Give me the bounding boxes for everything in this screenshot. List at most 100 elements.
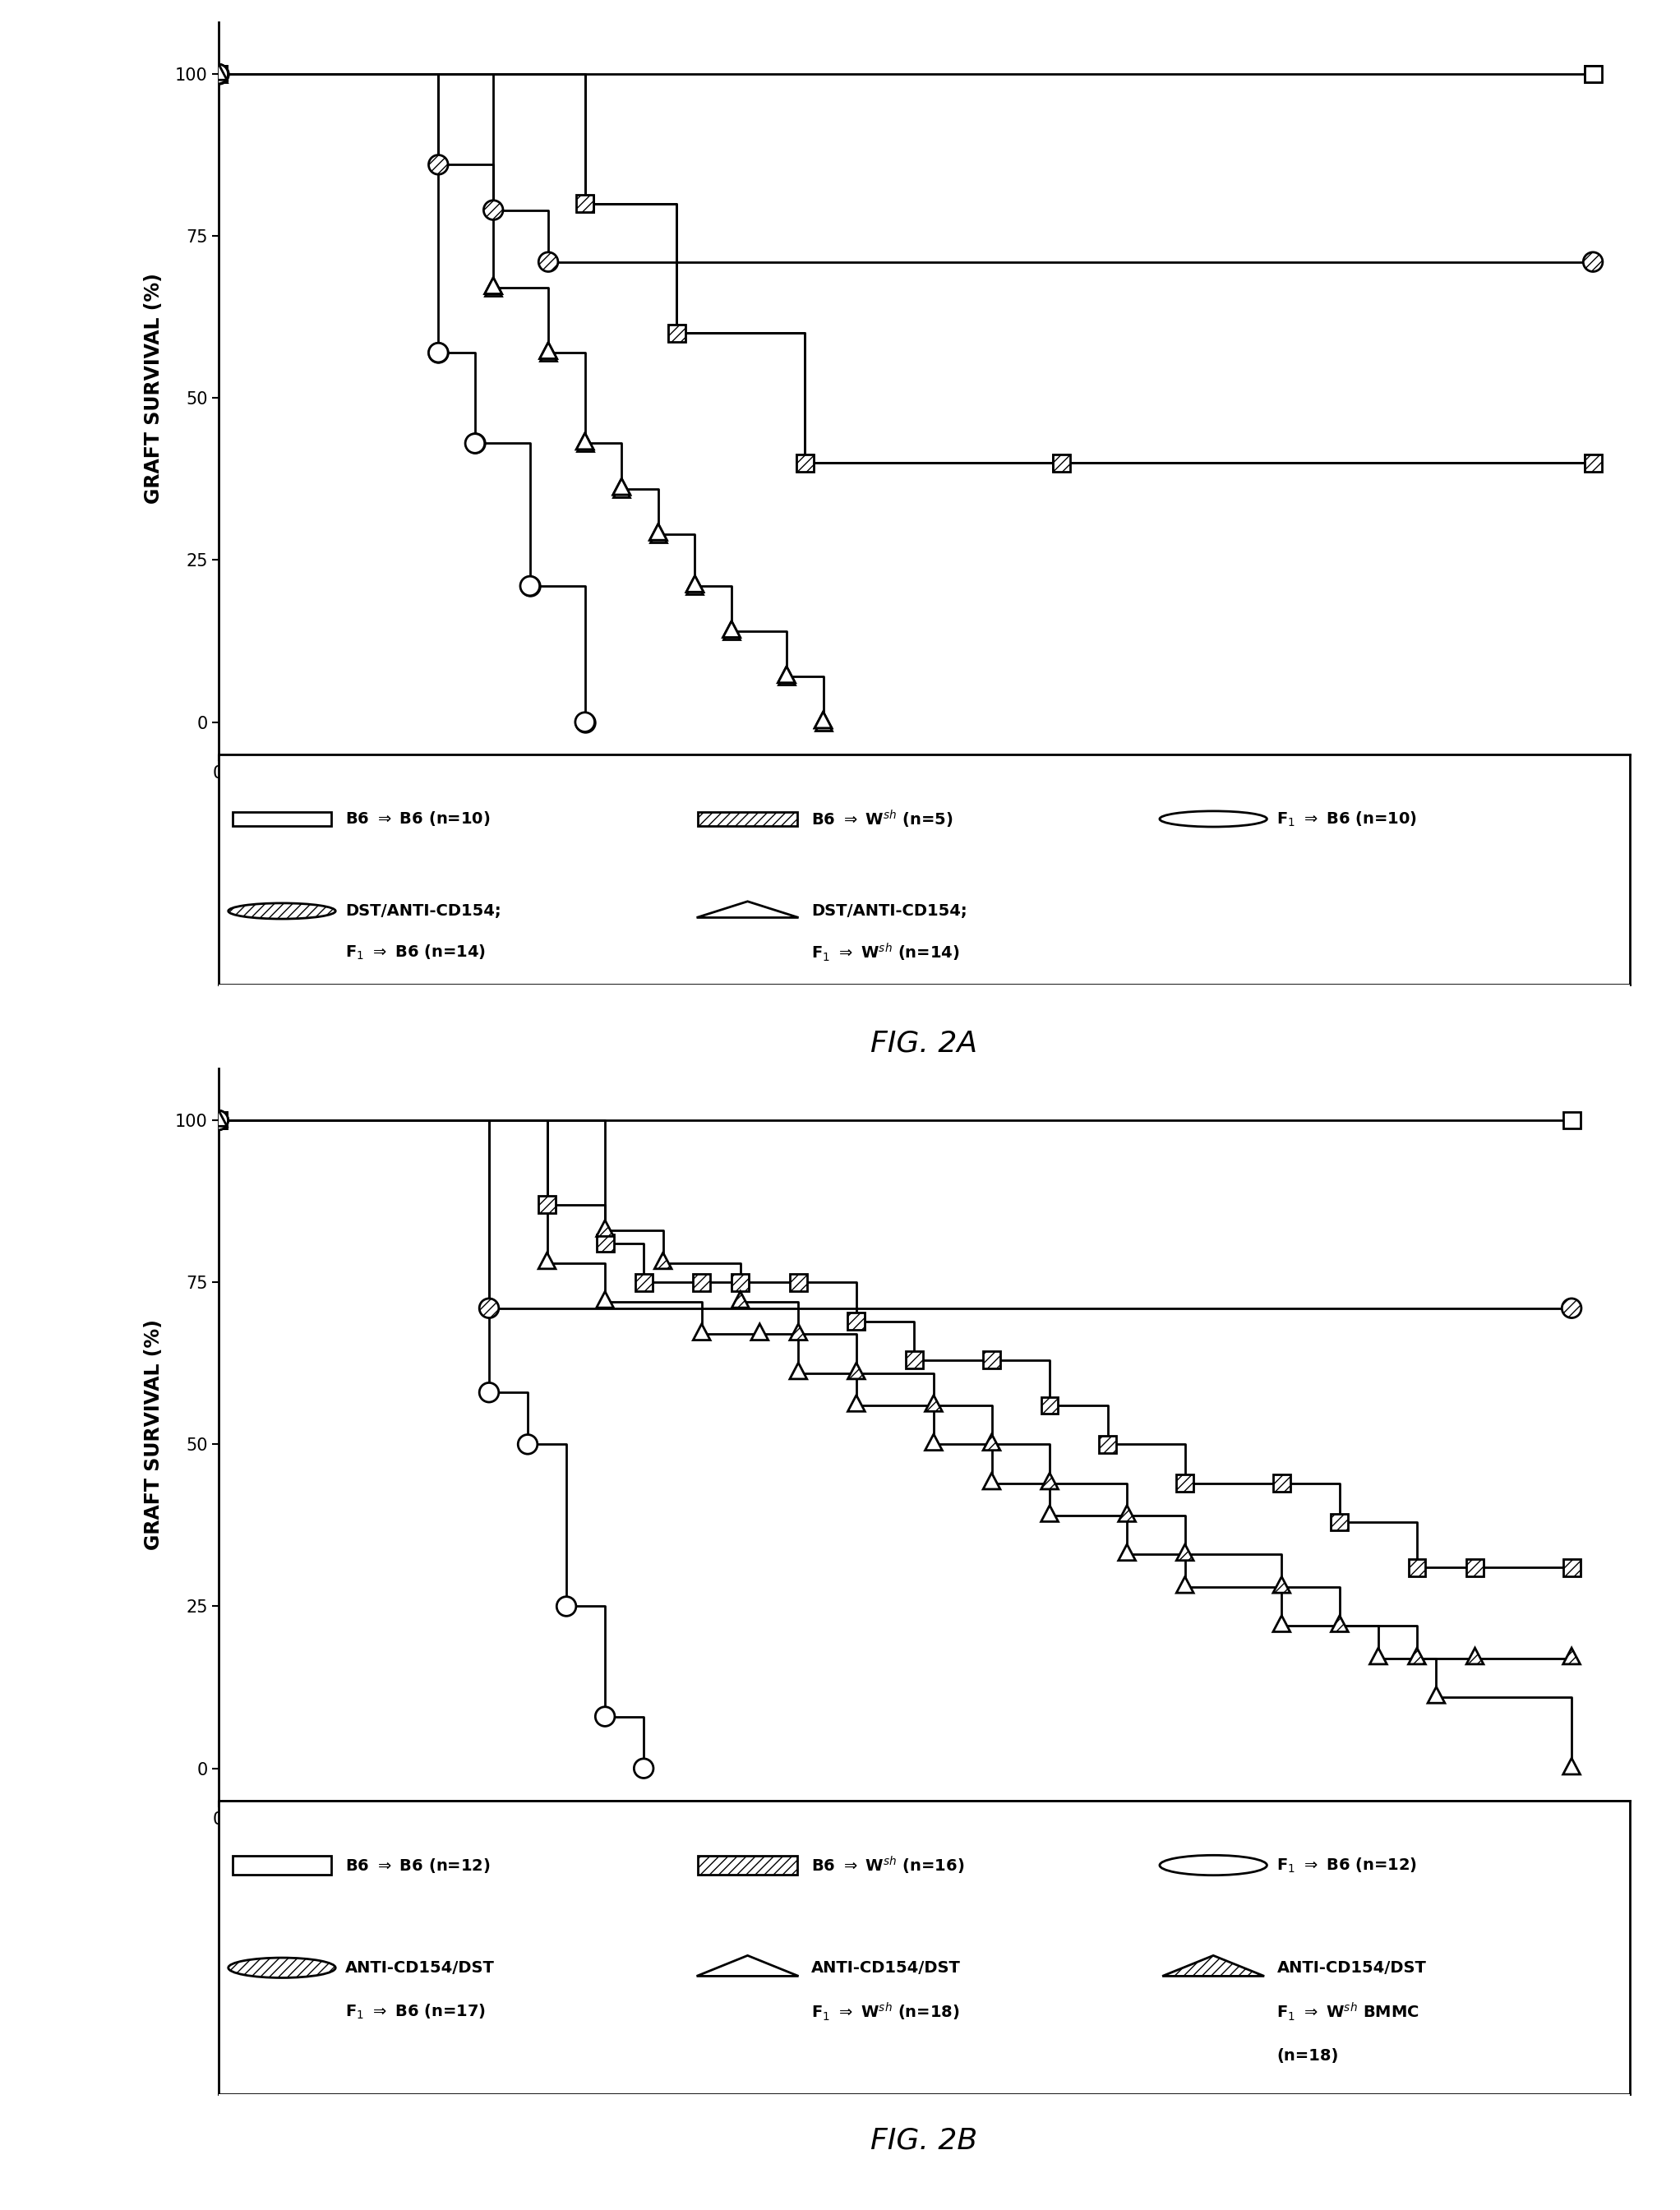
Polygon shape [1163,1956,1265,1976]
Text: F$_1$ $\Rightarrow$ B6 (n=14): F$_1$ $\Rightarrow$ B6 (n=14) [346,944,486,961]
FancyBboxPatch shape [596,1235,613,1251]
FancyBboxPatch shape [210,1112,227,1129]
Polygon shape [210,1109,227,1127]
Polygon shape [697,1956,798,1976]
FancyBboxPatch shape [1176,1474,1193,1492]
Ellipse shape [479,1383,499,1401]
Polygon shape [1119,1545,1136,1560]
Text: F$_1$ $\Rightarrow$ W$^{sh}$ BMMC: F$_1$ $\Rightarrow$ W$^{sh}$ BMMC [1277,2000,1420,2022]
Text: B6 $\Rightarrow$ B6 (n=10): B6 $\Rightarrow$ B6 (n=10) [346,809,491,829]
Text: DST/ANTI-CD154;: DST/ANTI-CD154; [346,904,501,919]
Polygon shape [1119,1505,1136,1523]
Polygon shape [697,902,798,917]
FancyBboxPatch shape [1562,1112,1581,1129]
FancyBboxPatch shape [1584,66,1601,82]
Text: DST/ANTI-CD154;: DST/ANTI-CD154; [811,904,968,919]
Polygon shape [613,480,630,495]
Polygon shape [732,1291,749,1308]
FancyBboxPatch shape [1273,1474,1290,1492]
Text: F$_1$ $\Rightarrow$ B6 (n=17): F$_1$ $\Rightarrow$ B6 (n=17) [346,2002,486,2020]
FancyBboxPatch shape [232,1856,331,1874]
Polygon shape [815,712,832,727]
Text: F$_1$ $\Rightarrow$ B6 (n=10): F$_1$ $\Rightarrow$ B6 (n=10) [1277,809,1418,829]
Polygon shape [751,1324,768,1339]
FancyBboxPatch shape [1584,455,1601,471]
Polygon shape [486,278,502,294]
Text: F$_1$ $\Rightarrow$ B6 (n=12): F$_1$ $\Rightarrow$ B6 (n=12) [1277,1856,1418,1874]
Text: (n=18): (n=18) [1277,2049,1339,2064]
FancyBboxPatch shape [1331,1514,1347,1532]
Polygon shape [576,433,593,449]
Polygon shape [650,524,667,539]
Polygon shape [926,1434,942,1450]
Polygon shape [778,667,795,683]
Polygon shape [790,1364,806,1379]
Y-axis label: GRAFT SURVIVAL (%): GRAFT SURVIVAL (%) [144,272,163,504]
Polygon shape [687,577,704,592]
Ellipse shape [1562,1299,1581,1317]
Polygon shape [596,1291,613,1308]
Polygon shape [1467,1649,1483,1664]
Polygon shape [539,343,556,358]
FancyBboxPatch shape [232,811,331,827]
Polygon shape [1176,1576,1193,1593]
Ellipse shape [539,252,558,272]
Polygon shape [576,433,593,449]
Ellipse shape [208,64,228,84]
FancyBboxPatch shape [983,1353,1000,1368]
FancyBboxPatch shape [694,1273,711,1291]
Polygon shape [722,621,741,636]
Ellipse shape [208,64,228,84]
FancyBboxPatch shape [1099,1436,1116,1452]
Text: ANTI-CD154/DST: ANTI-CD154/DST [1277,1960,1426,1976]
X-axis label: DAYS POST-TRANSPLANT: DAYS POST-TRANSPLANT [790,793,1058,813]
Polygon shape [210,1109,227,1127]
Polygon shape [778,667,795,683]
Polygon shape [848,1395,865,1412]
Polygon shape [1562,1759,1581,1775]
FancyBboxPatch shape [210,66,227,82]
FancyBboxPatch shape [635,1273,652,1291]
Ellipse shape [1583,252,1603,272]
FancyBboxPatch shape [1467,1558,1483,1576]
Polygon shape [613,480,630,495]
FancyBboxPatch shape [1053,455,1070,471]
Text: FIG. 2A: FIG. 2A [870,1030,978,1056]
Polygon shape [539,1253,556,1269]
X-axis label: DAYS POST-TRANSPLANT: DAYS POST-TRANSPLANT [790,1839,1058,1859]
Polygon shape [1369,1649,1388,1664]
Polygon shape [539,343,556,358]
Text: B6 $\Rightarrow$ W$^{sh}$ (n=5): B6 $\Rightarrow$ W$^{sh}$ (n=5) [811,809,953,829]
Polygon shape [1273,1616,1290,1631]
Ellipse shape [521,577,539,597]
FancyBboxPatch shape [1408,1558,1426,1576]
Polygon shape [1042,1472,1058,1490]
Ellipse shape [428,343,449,362]
Polygon shape [1331,1616,1347,1631]
Text: F$_1$ $\Rightarrow$ W$^{sh}$ (n=14): F$_1$ $\Rightarrow$ W$^{sh}$ (n=14) [811,941,959,964]
FancyBboxPatch shape [699,1856,796,1874]
Ellipse shape [428,155,449,175]
FancyBboxPatch shape [1042,1397,1058,1414]
Ellipse shape [479,1299,499,1317]
Polygon shape [1042,1505,1058,1523]
Ellipse shape [228,1958,336,1978]
FancyBboxPatch shape [699,811,796,827]
Text: B6 $\Rightarrow$ B6 (n=12): B6 $\Rightarrow$ B6 (n=12) [346,1856,491,1874]
FancyBboxPatch shape [576,194,593,212]
Polygon shape [1408,1649,1426,1664]
FancyBboxPatch shape [848,1313,865,1330]
FancyBboxPatch shape [539,1196,556,1213]
Polygon shape [1428,1686,1445,1704]
Polygon shape [1562,1649,1581,1664]
Polygon shape [815,712,832,727]
Ellipse shape [517,1434,538,1454]
Ellipse shape [208,1112,228,1129]
Polygon shape [687,577,704,592]
FancyBboxPatch shape [210,66,227,82]
Polygon shape [210,64,227,80]
FancyBboxPatch shape [906,1353,922,1368]
Text: ANTI-CD154/DST: ANTI-CD154/DST [811,1960,961,1976]
FancyBboxPatch shape [210,1112,227,1129]
Polygon shape [983,1472,1000,1490]
